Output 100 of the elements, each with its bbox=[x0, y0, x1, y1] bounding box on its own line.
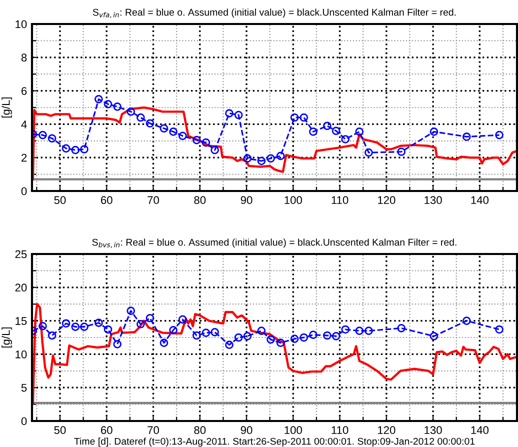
x-tick-label: 120 bbox=[378, 426, 396, 434]
point bbox=[355, 128, 364, 136]
line-series bbox=[32, 302, 517, 404]
point bbox=[266, 154, 275, 163]
point bbox=[332, 332, 340, 340]
point bbox=[160, 124, 168, 133]
point bbox=[210, 328, 219, 336]
chart-title: S$_{vfa,in}$: Real = blue o. Assumed (initial value) = black.Unscented Kalman Filter = red. bbox=[92, 8, 456, 18]
point bbox=[38, 322, 47, 330]
point bbox=[94, 318, 103, 327]
point bbox=[397, 324, 406, 332]
point bbox=[257, 326, 266, 335]
x-tick-label: 90 bbox=[240, 196, 252, 204]
point bbox=[178, 315, 187, 324]
point bbox=[94, 94, 103, 104]
point bbox=[225, 109, 234, 118]
x-tick-label: 140 bbox=[471, 426, 489, 434]
point bbox=[309, 330, 318, 339]
point bbox=[104, 100, 112, 108]
point bbox=[462, 316, 471, 325]
x-tick-label: 110 bbox=[332, 196, 348, 204]
y-tick-label: 0 bbox=[21, 417, 27, 426]
point bbox=[38, 130, 47, 140]
point bbox=[169, 326, 178, 334]
point bbox=[146, 314, 154, 322]
x-tick-label: 140 bbox=[471, 196, 489, 204]
y-tick-label: 10 bbox=[16, 20, 27, 28]
x-axis-title: Time [d]. Dateref (t=0):13-Aug-2011. Start:26-Sep-2011 00:00:01. Stop:09-Jan-2012 00:00:01 bbox=[74, 438, 475, 447]
point bbox=[192, 136, 201, 144]
point bbox=[160, 338, 168, 348]
point bbox=[276, 152, 285, 160]
point bbox=[48, 134, 56, 143]
point bbox=[71, 146, 80, 154]
point bbox=[48, 331, 56, 340]
x-tick-label: 50 bbox=[54, 196, 66, 204]
point bbox=[80, 322, 88, 331]
y-axis-title: [g/L] bbox=[2, 327, 12, 348]
point bbox=[192, 331, 201, 340]
x-tick-label: 80 bbox=[194, 196, 206, 204]
point bbox=[257, 156, 266, 166]
point bbox=[243, 154, 252, 163]
y-tick-label: 5 bbox=[21, 384, 27, 392]
point bbox=[364, 148, 373, 157]
point bbox=[104, 325, 112, 334]
x-tick-label: 50 bbox=[54, 426, 66, 434]
point bbox=[266, 335, 275, 344]
y-tick-label: 15 bbox=[16, 317, 27, 325]
point bbox=[430, 332, 438, 340]
x-tick-label: 100 bbox=[284, 426, 302, 434]
point bbox=[225, 340, 234, 350]
x-tick-label: 70 bbox=[148, 426, 159, 434]
point bbox=[136, 113, 145, 122]
x-tick-label: 130 bbox=[424, 196, 442, 204]
x-tick-label: 60 bbox=[101, 426, 112, 434]
point bbox=[234, 110, 243, 120]
y-tick-label: 8 bbox=[21, 54, 27, 62]
point bbox=[62, 144, 70, 153]
x-tick-label: 120 bbox=[378, 196, 396, 204]
point bbox=[178, 132, 187, 140]
point bbox=[202, 138, 210, 147]
point bbox=[62, 319, 70, 328]
y-tick-label: 25 bbox=[15, 250, 27, 258]
y-tick-label: 6 bbox=[22, 87, 27, 95]
point bbox=[309, 128, 318, 136]
point bbox=[71, 322, 80, 331]
chart-title: S$_{bvs,in}$: Real = blue o. Assumed (initial value) = black.Unscented Kalman Filter = red. bbox=[92, 238, 456, 248]
point bbox=[276, 338, 285, 348]
x-tick-label: 130 bbox=[424, 426, 442, 434]
point bbox=[332, 126, 340, 136]
point bbox=[430, 128, 438, 136]
point bbox=[243, 332, 252, 340]
point bbox=[462, 132, 471, 141]
point bbox=[169, 128, 178, 136]
point bbox=[300, 113, 308, 122]
point bbox=[341, 325, 350, 334]
y-tick-label: 10 bbox=[16, 350, 27, 358]
x-tick-label: 60 bbox=[101, 196, 112, 204]
x-tick-label: 70 bbox=[148, 196, 159, 204]
x-tick-label: 100 bbox=[284, 196, 302, 204]
point bbox=[364, 326, 373, 335]
point bbox=[495, 325, 504, 334]
y-axis-title: [g/L] bbox=[2, 97, 12, 118]
point bbox=[323, 122, 332, 130]
y-tick-label: 2 bbox=[22, 154, 27, 162]
point bbox=[210, 146, 219, 154]
point bbox=[126, 108, 136, 116]
point bbox=[290, 113, 299, 122]
point bbox=[495, 130, 504, 140]
point bbox=[355, 326, 364, 335]
point bbox=[397, 148, 406, 156]
line-series bbox=[32, 106, 517, 180]
y-tick-label: 4 bbox=[21, 120, 27, 128]
x-tick-label: 110 bbox=[332, 426, 348, 434]
point bbox=[126, 306, 136, 315]
point bbox=[136, 320, 145, 328]
point bbox=[234, 333, 243, 342]
point bbox=[290, 334, 299, 344]
x-tick-label: 90 bbox=[240, 426, 252, 434]
point bbox=[202, 328, 210, 337]
y-tick-label: 20 bbox=[15, 284, 27, 292]
